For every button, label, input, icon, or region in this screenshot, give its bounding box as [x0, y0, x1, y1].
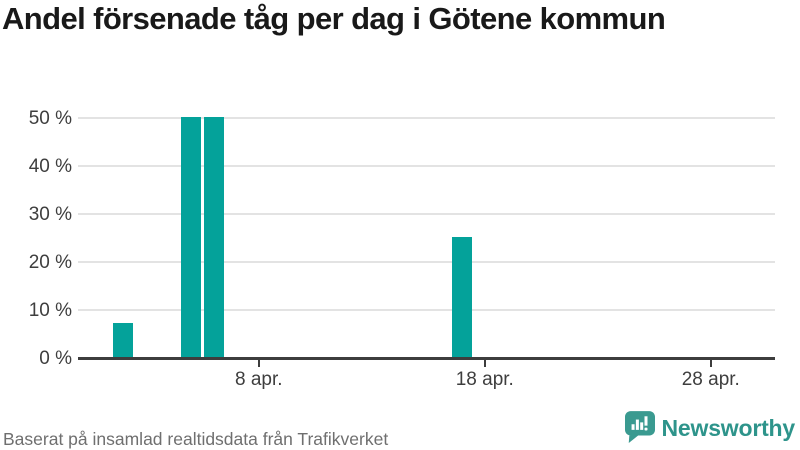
bar [452, 236, 473, 357]
gridline [78, 212, 775, 215]
y-axis-label: 40 % [28, 155, 72, 177]
chart-title: Andel försenade tåg per dag i Götene kom… [2, 1, 666, 36]
bar [203, 116, 224, 357]
y-axis-label: 10 % [28, 299, 72, 321]
bar [113, 323, 134, 357]
x-axis-tick [709, 360, 712, 367]
x-axis-tick [483, 360, 486, 367]
gridline [78, 308, 775, 311]
x-axis-tick [257, 360, 260, 367]
y-axis-label: 30 % [28, 203, 72, 225]
y-axis-label: 50 % [28, 107, 72, 129]
y-axis-label: 0 % [39, 348, 72, 369]
newsworthy-logo-text: Newsworthy [661, 414, 796, 441]
x-axis-label: 8 apr. [235, 369, 283, 390]
gridline [78, 260, 775, 263]
x-axis-line [78, 357, 775, 360]
gridline [78, 116, 775, 119]
newsworthy-logo-icon [624, 411, 655, 443]
y-axis-label: 20 % [28, 251, 72, 273]
bar [181, 116, 201, 357]
newsworthy-logo: Newsworthy [624, 411, 796, 445]
x-axis-label: 18 apr. [455, 369, 514, 390]
source-note: Baserat på insamlad realtidsdata från Tr… [3, 429, 389, 449]
x-axis-label: 28 apr. [681, 369, 740, 390]
gridline [78, 164, 775, 167]
